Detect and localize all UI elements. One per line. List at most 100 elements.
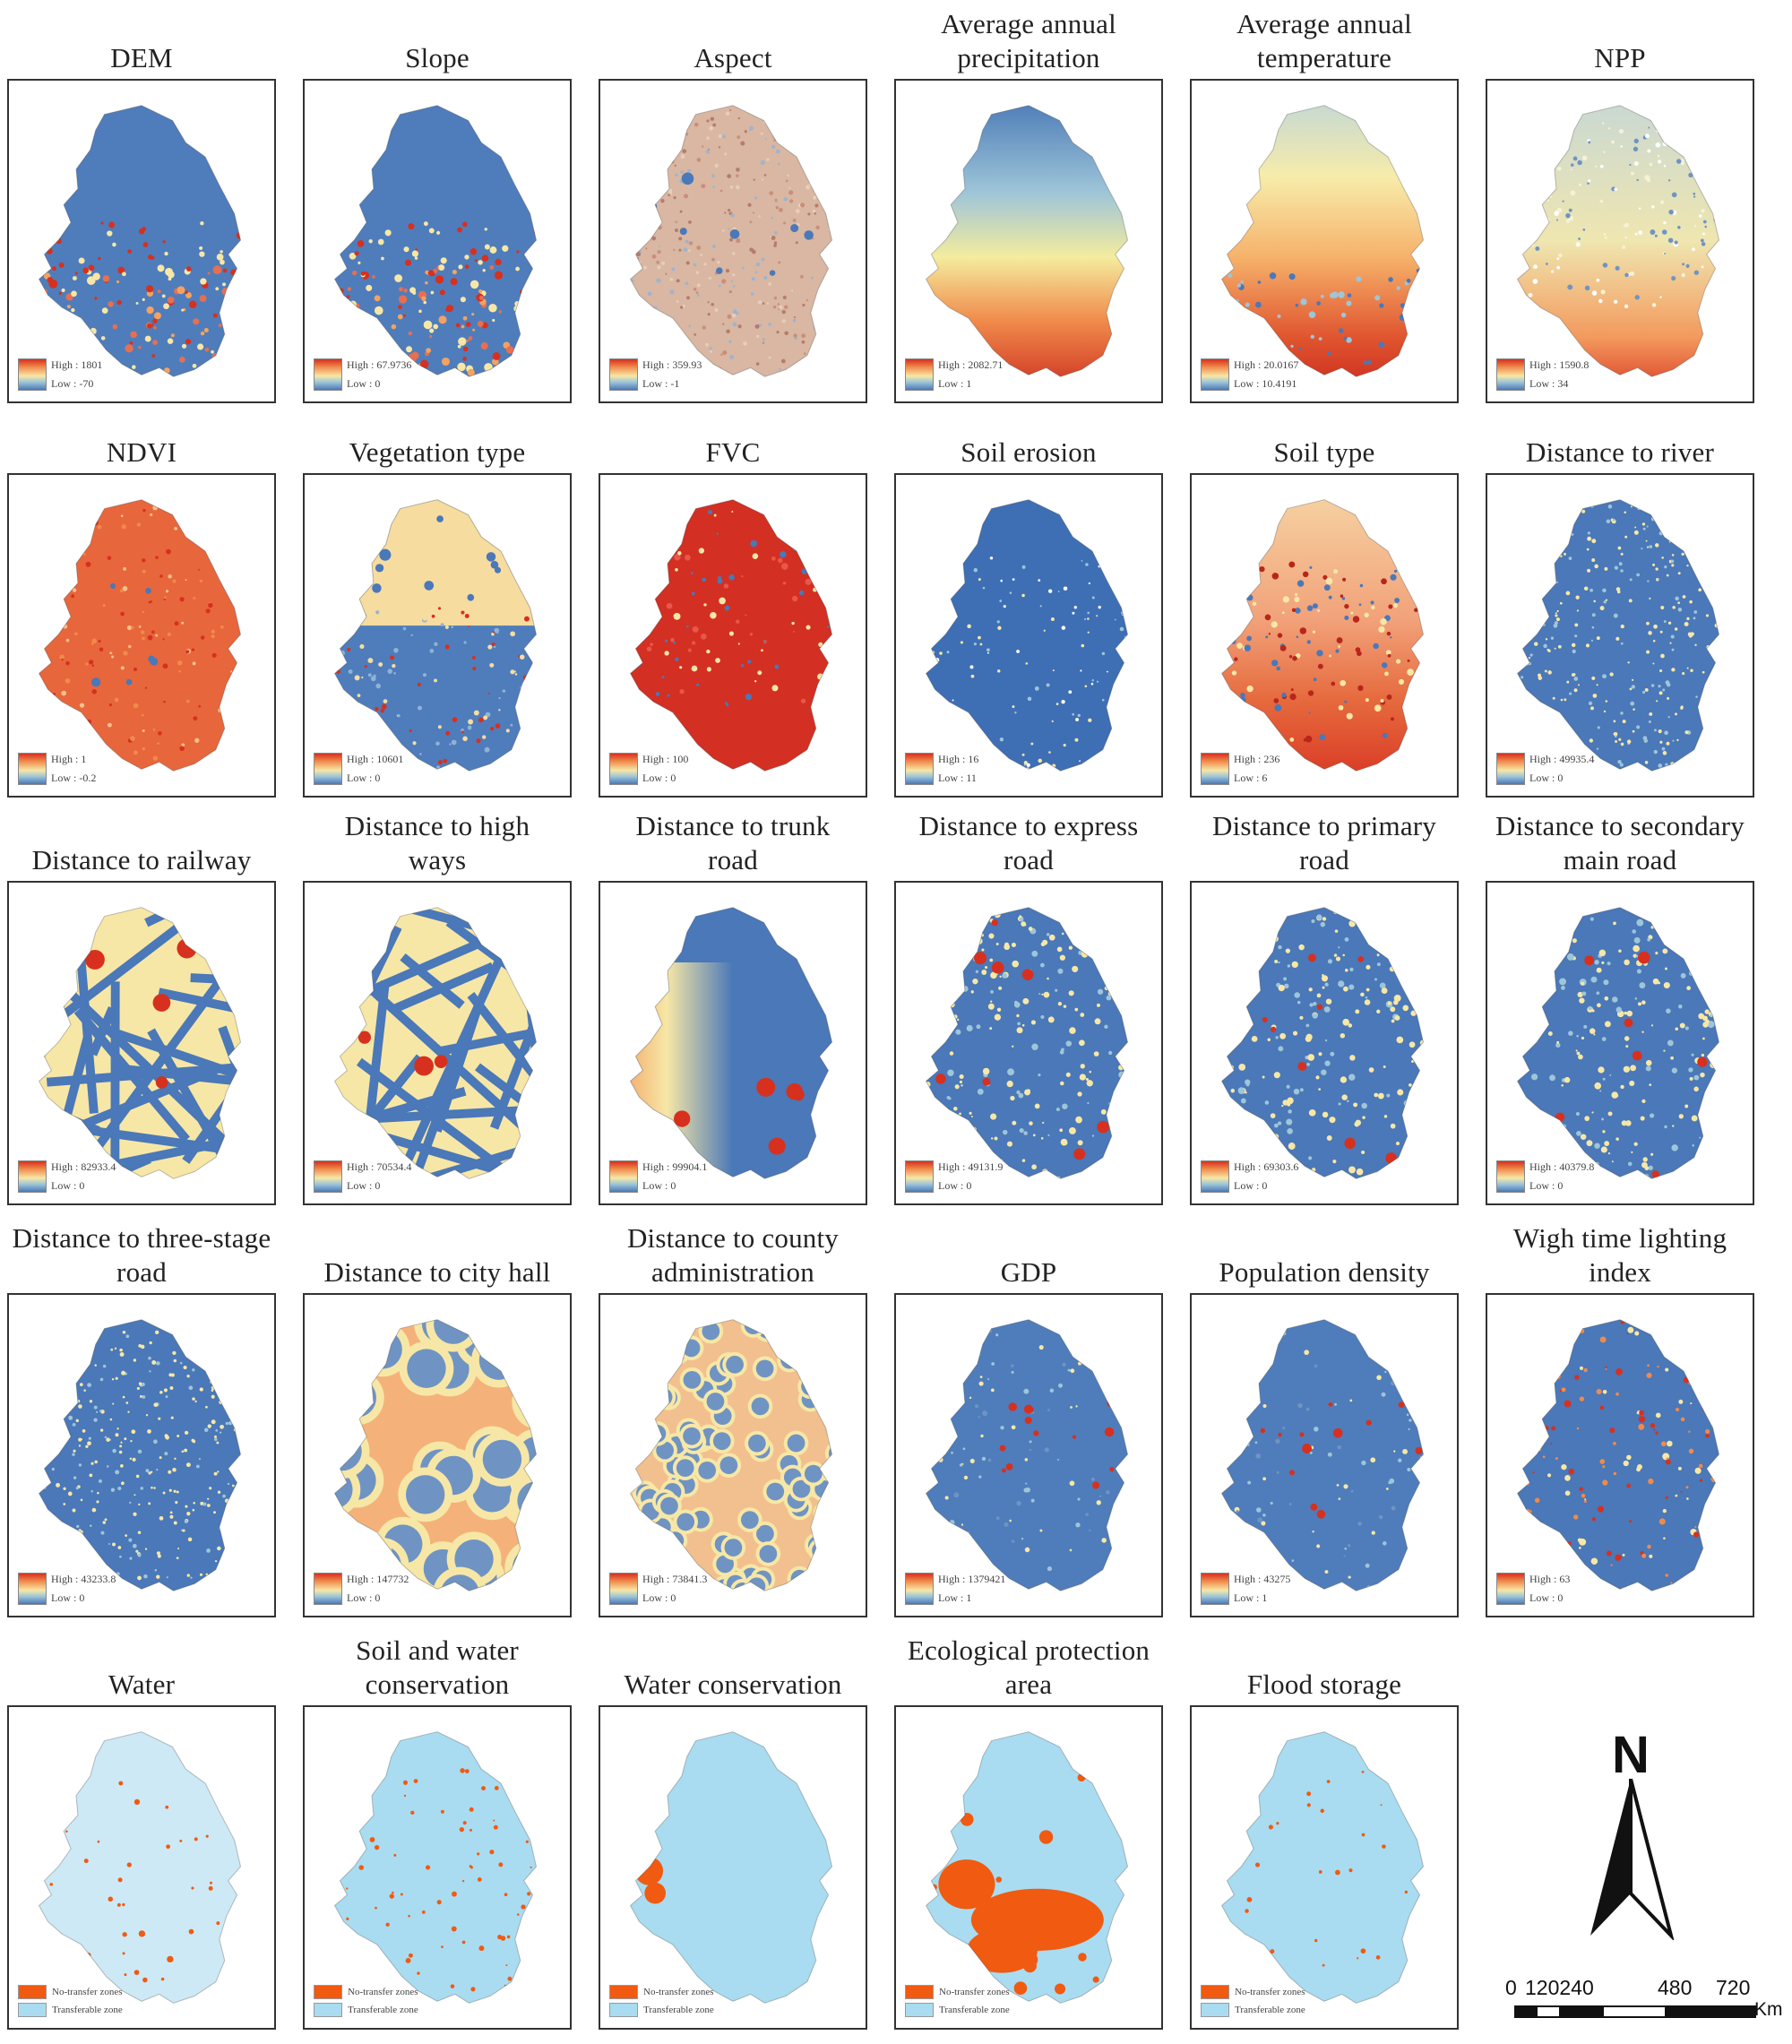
panel-title-line: DEM <box>110 42 173 73</box>
legend-label: Transferable zone <box>1235 2005 1305 2015</box>
panel-title-line: Distance to railway <box>31 844 252 875</box>
map-panel-vegtype: Vegetation type High : 10601 Low : 0 <box>303 394 572 798</box>
legend-high: High : 2082.71 <box>938 358 1004 371</box>
map-legend: High : 236 Low : 6 <box>1201 753 1279 785</box>
legend-swatch <box>905 1985 934 1999</box>
legend-label: Transferable zone <box>643 2005 714 2015</box>
panel-title-line: Soil erosion <box>961 436 1097 468</box>
legend-high: High : 1801 <box>51 358 103 371</box>
map-legend: High : 43275 Low : 1 <box>1201 1573 1290 1605</box>
legend-swatch <box>1201 2003 1229 2017</box>
map-frame: No-transfer zones Transferable zone <box>7 1705 276 2030</box>
panel-title-line: Water <box>108 1669 176 1700</box>
map-panel-popdens: Population density High : 43275 Low : 1 <box>1190 1196 1459 1617</box>
legend-swatch <box>314 2003 342 2017</box>
legend-swatch <box>609 2003 638 2017</box>
panel-title-line: Soil and water <box>356 1634 519 1666</box>
legend-high: High : 73841.3 <box>642 1573 708 1585</box>
legend-row-no_transfer: No-transfer zones <box>314 1983 418 2001</box>
panel-title-line: NDVI <box>106 436 177 468</box>
legend-high: High : 236 <box>1234 753 1280 765</box>
legend-label: No-transfer zones <box>1235 1987 1305 1997</box>
map-raster <box>925 105 1129 377</box>
legend-high: High : 100 <box>642 753 689 765</box>
legend-swatch <box>1201 1985 1229 1999</box>
map-panel-soilwater: Soil and water conservation No-transfer zo… <box>303 1608 572 2030</box>
map-raster <box>1516 499 1720 772</box>
panel-title-line: Distance to secondary <box>1495 810 1745 841</box>
legend-label: No-transfer zones <box>348 1987 418 1997</box>
map-panel-highways: Distance to high ways High : 70534.4 Low : … <box>303 785 572 1205</box>
map-panel-secondary: Distance to secondary main road High : 403… <box>1486 785 1754 1205</box>
map-raster <box>629 499 833 772</box>
panel-title: Distance to high ways <box>294 785 581 877</box>
legend-high: High : 10601 <box>347 753 404 765</box>
map-panel-trunk: Distance to trunk road High : 99904.1 Low :… <box>599 785 867 1205</box>
legend-low: Low : 0 <box>51 1591 85 1604</box>
map-legend: High : 49935.4 Low : 0 <box>1496 753 1594 785</box>
panel-title-line: Wigh time lighting <box>1512 1222 1727 1254</box>
map-frame: No-transfer zones Transferable zone <box>303 1705 572 2030</box>
panel-title: Slope <box>294 0 581 75</box>
map-panel-soiltype: Soil type High : 236 Low : 6 <box>1190 394 1459 798</box>
legend-high: High : 16 <box>938 753 979 765</box>
map-frame: High : 16 Low : 11 <box>894 473 1163 798</box>
map-frame: High : 73841.3 Low : 0 <box>599 1293 867 1617</box>
legend-swatch <box>18 1985 47 1999</box>
map-legend: High : 147732 Low : 0 <box>314 1573 409 1605</box>
panel-title: Distance to trunk road <box>590 785 876 877</box>
map-legend: High : 99904.1 Low : 0 <box>609 1160 707 1193</box>
legend-high: High : 63 <box>1529 1573 1571 1585</box>
panel-title: Population density <box>1181 1196 1468 1289</box>
map-legend: High : 73841.3 Low : 0 <box>609 1573 707 1605</box>
legend-color-ramp <box>18 1573 47 1605</box>
map-frame: High : 1379421 Low : 1 <box>894 1293 1163 1617</box>
scale-tick-3: 720 <box>1716 1976 1751 1999</box>
panel-title-line: Distance to city hall <box>323 1256 551 1288</box>
panel-title-line: road <box>708 844 758 875</box>
panel-title-line: road <box>1299 844 1349 875</box>
map-raster <box>1516 105 1720 377</box>
map-frame: High : 43233.8 Low : 0 <box>7 1293 276 1617</box>
map-frame: High : 2082.71 Low : 1 <box>894 79 1163 403</box>
map-legend: High : 1379421 Low : 1 <box>905 1573 1005 1605</box>
panel-title-line: FVC <box>705 436 761 468</box>
map-frame: High : 1 Low : -0.2 <box>7 473 276 798</box>
legend-low: Low : -0.2 <box>51 772 97 784</box>
legend-low: Low : 34 <box>1529 377 1569 390</box>
legend-low: Low : 0 <box>1529 1591 1564 1604</box>
map-frame: High : 99904.1 Low : 0 <box>599 881 867 1205</box>
legend-label: Transferable zone <box>939 2005 1010 2015</box>
legend-high: High : 67.9736 <box>347 358 412 371</box>
north-letter: N <box>1612 1726 1650 1784</box>
map-frame: High : 49935.4 Low : 0 <box>1486 473 1754 798</box>
map-legend: High : 40379.8 Low : 0 <box>1496 1160 1594 1193</box>
map-frame: High : 1590.8 Low : 34 <box>1486 79 1754 403</box>
legend-low: Low : 0 <box>642 1591 676 1604</box>
map-frame: No-transfer zones Transferable zone <box>894 1705 1163 2030</box>
map-panel-threestage: Distance to three-stage road High : 43233.… <box>7 1196 276 1617</box>
map-raster <box>925 1319 1129 1591</box>
legend-low: Low : 0 <box>347 772 381 784</box>
panel-title-line: Aspect <box>694 42 772 73</box>
panel-title-line: ways <box>408 844 467 875</box>
panel-title-line: Distance to primary <box>1212 810 1436 841</box>
panel-title-line: Population density <box>1219 1256 1430 1288</box>
panel-title-line: Soil type <box>1273 436 1375 468</box>
map-panel-dem: DEM High : 1801 Low : -70 <box>7 0 276 403</box>
panel-title: NPP <box>1477 0 1763 75</box>
map-raster <box>925 1731 1129 2004</box>
panel-title-line: Vegetation type <box>349 436 526 468</box>
map-frame: No-transfer zones Transferable zone <box>1190 1705 1459 2030</box>
map-legend: High : 43233.8 Low : 0 <box>18 1573 116 1605</box>
map-frame: High : 236 Low : 6 <box>1190 473 1459 798</box>
legend-color-ramp <box>1201 1160 1229 1193</box>
map-panel-fvc: FVC High : 100 Low : 0 <box>599 394 867 798</box>
panel-title-line: area <box>1004 1669 1053 1700</box>
map-frame: High : 67.9736 Low : 0 <box>303 79 572 403</box>
category-legend: No-transfer zones Transferable zone <box>18 1983 123 2019</box>
legend-color-ramp <box>1201 753 1229 785</box>
category-legend: No-transfer zones Transferable zone <box>905 1983 1010 2019</box>
map-frame: High : 40379.8 Low : 0 <box>1486 881 1754 1205</box>
map-legend: High : 10601 Low : 0 <box>314 753 403 785</box>
